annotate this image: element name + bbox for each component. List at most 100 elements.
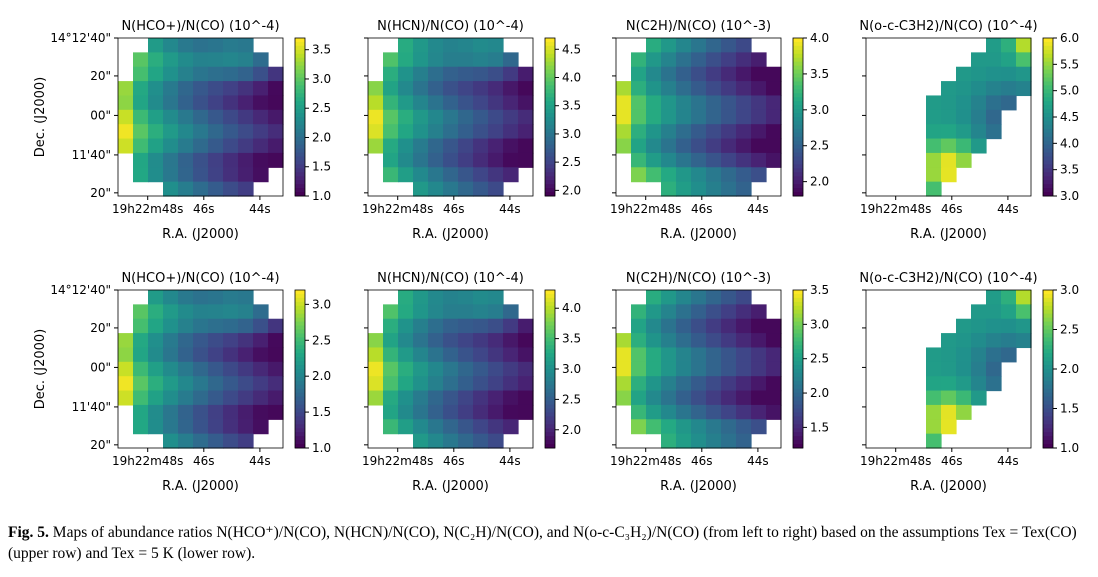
heatmap-cell bbox=[691, 290, 707, 305]
colorbar-segment bbox=[545, 388, 555, 394]
heatmap-cell bbox=[413, 124, 429, 140]
heatmap-cell bbox=[676, 333, 692, 349]
heatmap-cell bbox=[751, 333, 767, 349]
heatmap-cell bbox=[383, 138, 399, 154]
heatmap-cell bbox=[941, 81, 957, 97]
heatmap-cell bbox=[473, 390, 489, 406]
heatmap-cell bbox=[178, 333, 194, 349]
heatmap-cell bbox=[238, 95, 254, 111]
x-tick-label: 44s bbox=[249, 202, 271, 216]
heatmap-cell bbox=[646, 38, 662, 53]
colorbar-segment bbox=[295, 101, 305, 106]
colorbar-segment bbox=[793, 61, 803, 67]
colorbar-frame bbox=[792, 289, 804, 449]
colorbar-segment bbox=[295, 148, 305, 154]
heatmap-cell bbox=[956, 390, 972, 406]
colorbar-segment bbox=[545, 392, 555, 398]
colorbar-segment bbox=[545, 188, 555, 193]
heatmap-cell bbox=[238, 152, 254, 168]
y-tick-label: 00" bbox=[90, 360, 111, 374]
colorbar-segment bbox=[295, 317, 305, 323]
colorbar-segment bbox=[793, 400, 803, 406]
colorbar-segment bbox=[295, 428, 305, 433]
heatmap-cell bbox=[721, 181, 737, 197]
heatmap-cell bbox=[163, 95, 179, 111]
heatmap-cell bbox=[208, 66, 224, 82]
heatmap-cell bbox=[253, 333, 269, 349]
heatmap-cell bbox=[133, 124, 149, 140]
heatmap-cell bbox=[193, 109, 209, 125]
colorbar-segment bbox=[295, 89, 305, 94]
heatmap-cell bbox=[766, 347, 782, 363]
heatmap-cell bbox=[706, 376, 722, 392]
colorbar-segment bbox=[295, 376, 305, 382]
heatmap-cell bbox=[631, 124, 647, 140]
heatmap-cell bbox=[518, 361, 534, 377]
colorbar-segment bbox=[1043, 305, 1053, 311]
x-tick-label: 19h22m48s bbox=[860, 202, 931, 216]
colorbar-segment bbox=[793, 337, 803, 342]
heatmap-cell bbox=[268, 109, 284, 125]
colorbar-segment bbox=[545, 89, 555, 94]
heatmap-cell bbox=[133, 167, 149, 183]
colorbar-tick-label: 3.0 bbox=[810, 103, 829, 117]
heatmap-cell bbox=[253, 304, 269, 320]
heatmap-cell bbox=[518, 404, 534, 420]
colorbar-segment bbox=[545, 349, 555, 354]
heatmap-cell bbox=[413, 404, 429, 420]
heatmap-cell bbox=[691, 81, 707, 97]
colorbar-segment bbox=[793, 341, 803, 346]
colorbar-segment bbox=[295, 136, 305, 142]
colorbar-segment bbox=[295, 53, 305, 59]
heatmap-cell bbox=[253, 95, 269, 111]
heatmap-cell bbox=[503, 66, 519, 82]
colorbar-tick-label: 2.0 bbox=[1060, 362, 1079, 376]
heatmap-cell bbox=[268, 95, 284, 111]
heatmap-cell bbox=[646, 347, 662, 363]
heatmap-cell bbox=[443, 404, 459, 420]
heatmap-cell bbox=[518, 152, 534, 168]
heatmap-cell bbox=[413, 376, 429, 392]
heatmap-cell bbox=[986, 361, 1002, 377]
colorbar-tick-label: 2.0 bbox=[810, 386, 829, 400]
colorbar-tick-label: 3.5 bbox=[1060, 163, 1079, 177]
colorbar-tick-label: 2.0 bbox=[810, 175, 829, 189]
heatmap-cell bbox=[428, 52, 444, 68]
heatmap-cell bbox=[766, 318, 782, 334]
heatmap-cell bbox=[956, 138, 972, 154]
colorbar-segment bbox=[1043, 140, 1053, 146]
colorbar-segment bbox=[545, 400, 555, 406]
colorbar-segment bbox=[793, 77, 803, 82]
heatmap-cell bbox=[473, 290, 489, 305]
colorbar-tick-label: 1.5 bbox=[1060, 402, 1079, 416]
colorbar-tick-label: 2.0 bbox=[312, 130, 331, 144]
heatmap-cell bbox=[721, 81, 737, 97]
heatmap-cell bbox=[518, 390, 534, 406]
heatmap-cell bbox=[736, 95, 752, 111]
x-tick-label: 44s bbox=[997, 202, 1019, 216]
colorbar-tick-label: 3.5 bbox=[562, 99, 581, 113]
heatmap-cell bbox=[473, 333, 489, 349]
heatmap-cell bbox=[691, 181, 707, 197]
heatmap-cell bbox=[503, 347, 519, 363]
heatmap-cell bbox=[443, 38, 459, 53]
heatmap-cell bbox=[488, 318, 504, 334]
colorbar-segment bbox=[295, 353, 305, 358]
heatmap-cell bbox=[428, 95, 444, 111]
heatmap-cell bbox=[383, 109, 399, 125]
colorbar-segment bbox=[793, 168, 803, 173]
colorbar-segment bbox=[793, 321, 803, 327]
colorbar-segment bbox=[295, 408, 305, 413]
x-tick-label: 19h22m48s bbox=[362, 454, 433, 468]
heatmap-cell bbox=[428, 124, 444, 140]
heatmap-cell bbox=[443, 152, 459, 168]
colorbar-segment bbox=[793, 180, 803, 185]
x-tick-label: 46s bbox=[691, 202, 713, 216]
heatmap-cell bbox=[208, 152, 224, 168]
heatmap-cell bbox=[721, 109, 737, 125]
panel-frame bbox=[615, 289, 782, 449]
heatmap-cell bbox=[473, 124, 489, 140]
heatmap-cell bbox=[253, 124, 269, 140]
colorbar-frame bbox=[544, 37, 556, 197]
heatmap-cell bbox=[646, 109, 662, 125]
